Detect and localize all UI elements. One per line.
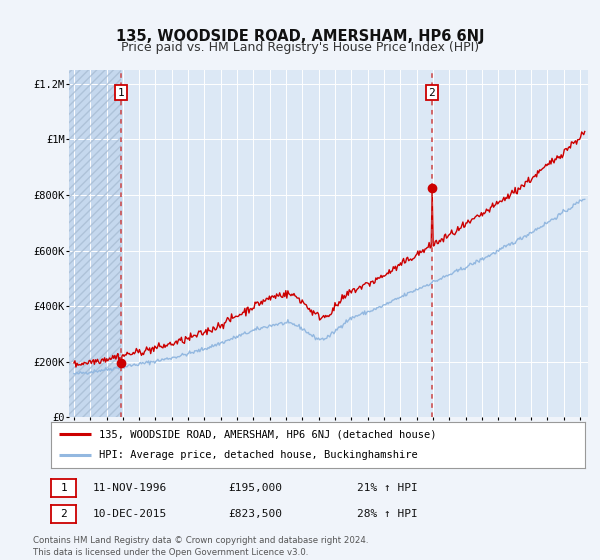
Text: 135, WOODSIDE ROAD, AMERSHAM, HP6 6NJ: 135, WOODSIDE ROAD, AMERSHAM, HP6 6NJ [116,29,484,44]
Bar [69,70,121,417]
Text: 1: 1 [118,87,124,97]
Text: HPI: Average price, detached house, Buckinghamshire: HPI: Average price, detached house, Buck… [99,450,418,460]
Text: 1: 1 [60,483,67,493]
Text: £195,000: £195,000 [228,483,282,493]
Text: Contains HM Land Registry data © Crown copyright and database right 2024.
This d: Contains HM Land Registry data © Crown c… [33,536,368,557]
Text: 10-DEC-2015: 10-DEC-2015 [93,509,167,519]
Text: 2: 2 [60,509,67,519]
Text: 21% ↑ HPI: 21% ↑ HPI [357,483,418,493]
Text: 11-NOV-1996: 11-NOV-1996 [93,483,167,493]
Text: 2: 2 [428,87,436,97]
Text: Price paid vs. HM Land Registry's House Price Index (HPI): Price paid vs. HM Land Registry's House … [121,40,479,54]
Text: 135, WOODSIDE ROAD, AMERSHAM, HP6 6NJ (detached house): 135, WOODSIDE ROAD, AMERSHAM, HP6 6NJ (d… [99,429,437,439]
Text: £823,500: £823,500 [228,509,282,519]
Bar [69,70,121,417]
Text: 28% ↑ HPI: 28% ↑ HPI [357,509,418,519]
